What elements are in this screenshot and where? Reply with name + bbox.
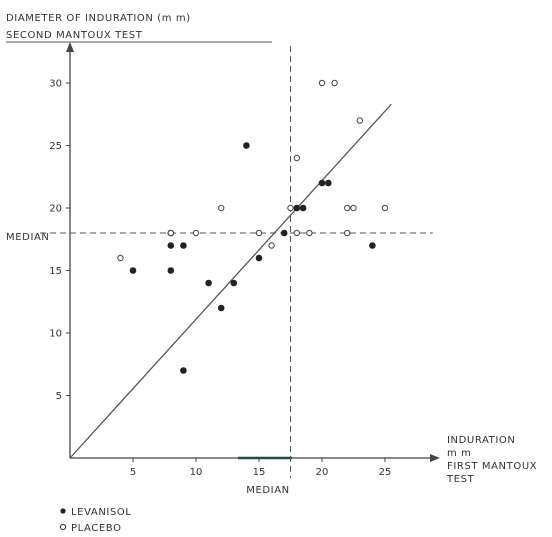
point-levanisol (293, 204, 301, 212)
x-axis-title-line2: m m (447, 448, 471, 459)
x-axis-title-line1: INDURATION (447, 435, 515, 446)
y-tick-label: 15 (49, 266, 62, 277)
x-axis-title-line3: FIRST MANTOUX (447, 461, 537, 472)
point-placebo (218, 204, 225, 212)
point-placebo (306, 229, 313, 237)
median-y-label: MEDIAN (6, 232, 50, 243)
plot-area: 5 10 15 20 25 30 5 10 15 20 25 (40, 42, 440, 478)
point-levanisol (255, 254, 263, 262)
x-tick-label: 20 (316, 467, 329, 478)
point-placebo (318, 79, 326, 87)
reference-line (69, 103, 392, 459)
point-placebo (167, 229, 175, 237)
y-tick-label: 30 (49, 79, 62, 90)
x-tick-label: 15 (253, 467, 266, 478)
x-axis-title-line4: TEST (446, 474, 475, 485)
x-axis-arrow (430, 454, 440, 462)
point-levanisol (230, 279, 238, 287)
legend-label-placebo: PLACEBO (71, 523, 122, 534)
point-placebo (255, 229, 263, 237)
point-placebo (350, 204, 357, 212)
point-levanisol (167, 267, 175, 274)
point-placebo (344, 204, 351, 212)
y-tick-label: 25 (49, 141, 62, 152)
point-levanisol (369, 242, 376, 249)
point-levanisol (217, 304, 225, 312)
y-tick-label: 10 (49, 329, 62, 340)
point-placebo (287, 204, 294, 212)
x-tick-label: 10 (190, 467, 203, 478)
point-levanisol (205, 279, 212, 287)
point-placebo (293, 154, 300, 162)
point-levanisol (243, 142, 250, 149)
point-placebo (344, 229, 351, 237)
point-placebo (117, 254, 124, 262)
point-placebo (268, 242, 275, 249)
y-axis-title-line2: SECOND MANTOUX TEST (6, 30, 143, 41)
legend-marker-placebo (59, 523, 67, 531)
point-placebo (293, 229, 300, 237)
x-tick-label: 25 (379, 467, 392, 478)
y-tick-label: 20 (49, 204, 62, 215)
point-levanisol (280, 229, 288, 237)
point-levanisol (299, 204, 307, 212)
point-levanisol (129, 267, 137, 274)
point-placebo (331, 79, 338, 87)
y-axis-title-line1: DIAMETER OF INDURATION (m m) (6, 13, 191, 24)
point-levanisol (180, 367, 187, 374)
x-tick-label: 5 (130, 467, 136, 478)
point-placebo (381, 204, 389, 212)
point-placebo (356, 117, 363, 124)
y-axis-arrow (66, 42, 74, 52)
point-levanisol (325, 179, 332, 187)
legend-marker-levanisol (60, 508, 66, 514)
point-levanisol (167, 242, 175, 249)
y-tick-label: 5 (56, 391, 62, 402)
point-placebo (192, 229, 200, 237)
point-levanisol (318, 179, 326, 187)
point-levanisol (180, 242, 187, 249)
legend-label-levanisol: LEVANISOL (71, 507, 132, 518)
median-x-label: MEDIAN (246, 485, 290, 496)
